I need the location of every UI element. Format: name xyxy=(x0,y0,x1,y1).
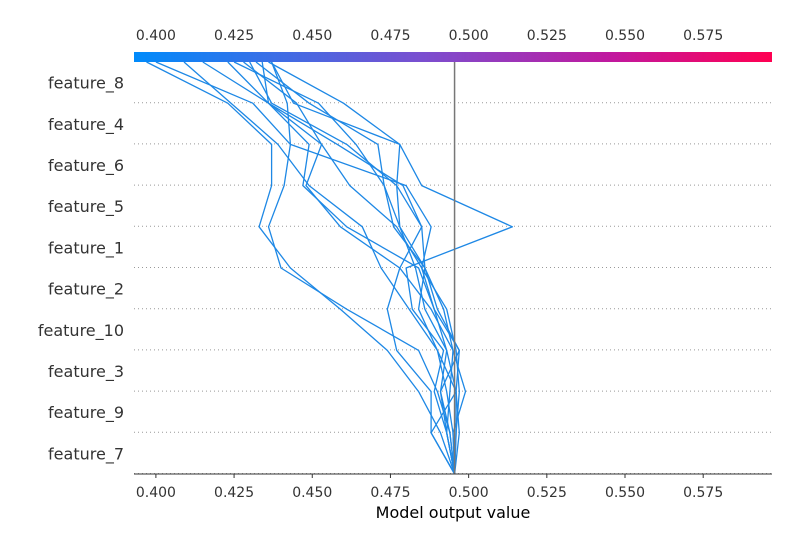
decision-line xyxy=(183,61,460,475)
feature-label: feature_10 xyxy=(38,321,124,341)
decision-line xyxy=(270,61,460,475)
decision-line xyxy=(146,61,456,475)
feature-label: feature_3 xyxy=(48,362,124,382)
top-tick-label: 0.550 xyxy=(605,28,645,44)
x-axis-title: Model output value xyxy=(376,503,531,522)
decision-line xyxy=(227,61,457,475)
top-axis-ticks: 0.400 0.425 0.450 0.475 0.500 0.525 0.550 0.575 xyxy=(136,28,723,44)
feature-label: feature_6 xyxy=(48,156,124,176)
decision-line xyxy=(255,61,456,475)
feature-label: feature_2 xyxy=(48,280,124,300)
feature-label: feature_1 xyxy=(48,238,124,258)
decision-line xyxy=(271,61,514,475)
bottom-tick-label: 0.525 xyxy=(527,485,567,501)
bottom-tick-label: 0.425 xyxy=(214,485,254,501)
top-tick-label: 0.425 xyxy=(214,28,254,44)
bottom-tick-label: 0.450 xyxy=(292,485,332,501)
top-tick-label: 0.400 xyxy=(136,28,176,44)
bottom-tick-label: 0.575 xyxy=(683,485,723,501)
grid-lines xyxy=(134,102,772,474)
colorbar xyxy=(134,52,772,62)
feature-label: feature_4 xyxy=(48,115,124,135)
decision-line xyxy=(249,61,456,475)
bottom-tick-label: 0.550 xyxy=(605,485,645,501)
bottom-tick-label: 0.475 xyxy=(370,485,410,501)
top-tick-label: 0.525 xyxy=(527,28,567,44)
top-tick-label: 0.500 xyxy=(449,28,489,44)
bottom-axis-ticks: 0.400 0.425 0.450 0.475 0.500 0.525 0.550 0.575 xyxy=(136,474,723,501)
bottom-tick-label: 0.400 xyxy=(136,485,176,501)
top-tick-label: 0.575 xyxy=(683,28,723,44)
decision-line xyxy=(261,61,456,475)
top-tick-label: 0.475 xyxy=(370,28,410,44)
feature-label: feature_9 xyxy=(48,403,124,423)
feature-label: feature_5 xyxy=(48,197,124,217)
bottom-tick-label: 0.500 xyxy=(449,485,489,501)
decision-line xyxy=(155,61,456,475)
feature-labels: feature_8 feature_4 feature_6 feature_5feat… xyxy=(38,74,124,465)
decision-lines xyxy=(146,61,514,475)
top-tick-label: 0.450 xyxy=(292,28,332,44)
feature-label: feature_7 xyxy=(48,444,124,464)
feature-label: feature_8 xyxy=(48,74,124,94)
